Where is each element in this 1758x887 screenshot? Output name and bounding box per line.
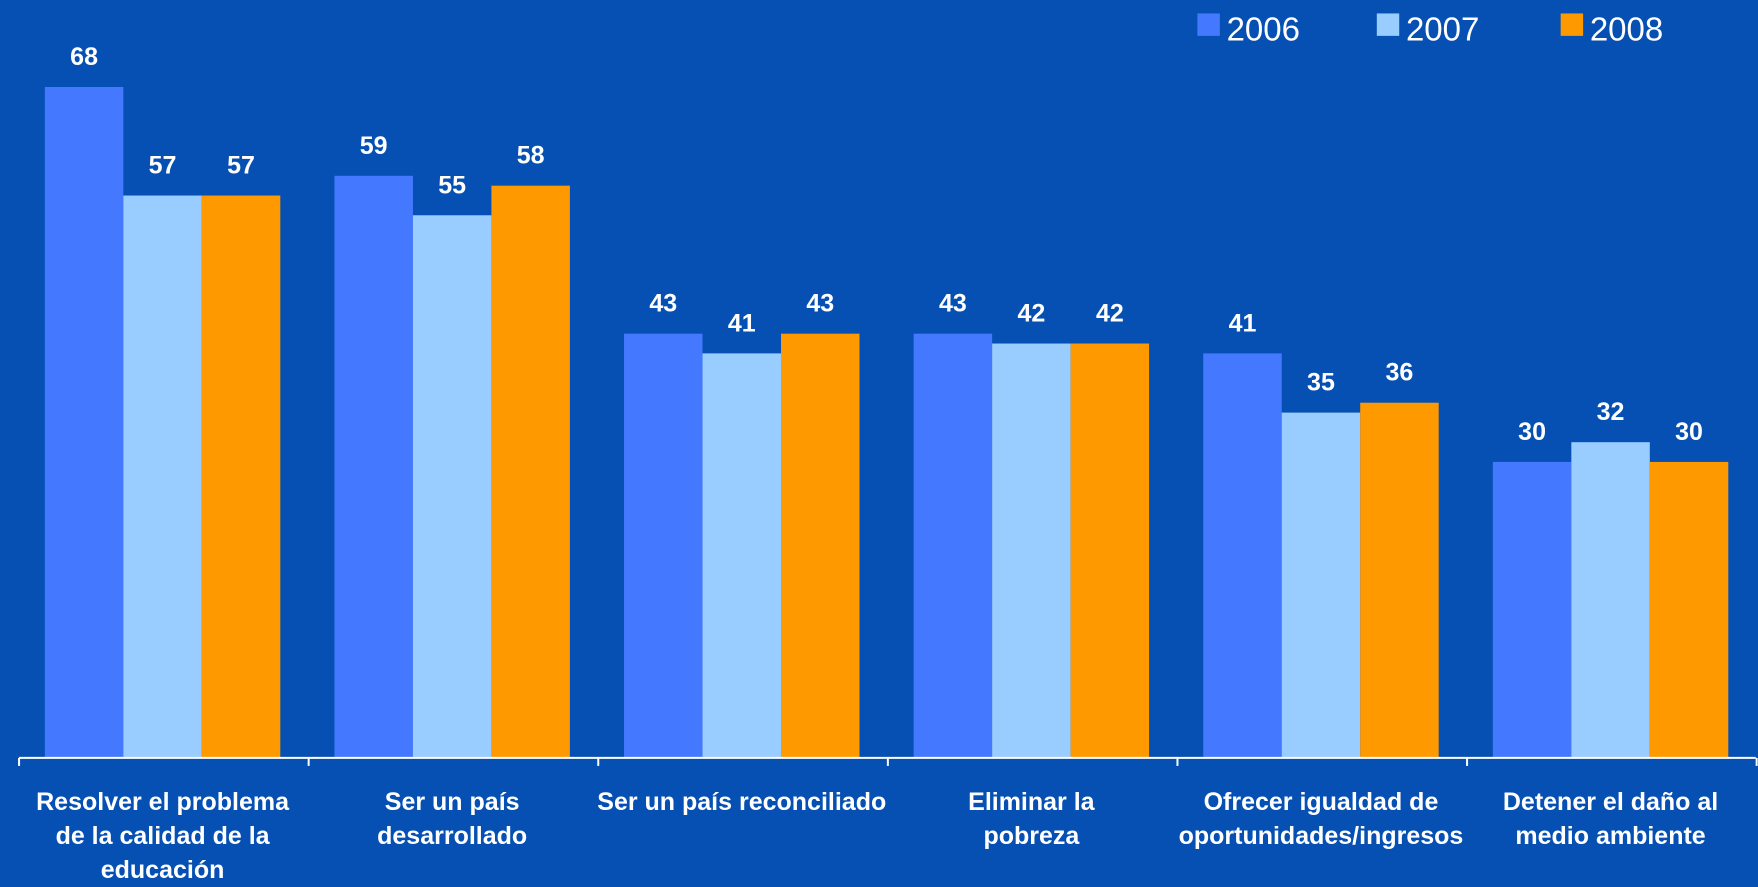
x-tick-label: Detener el daño al medio ambiente <box>1503 788 1718 850</box>
x-tick-label-line: Ser un país reconciliado <box>597 788 886 816</box>
value-label: 41 <box>728 309 756 337</box>
legend-swatch <box>1197 13 1220 36</box>
value-label: 57 <box>149 152 177 180</box>
bar <box>334 175 413 758</box>
x-tick-label: Ofrecer igualdad de oportunidades/ingreso… <box>1179 788 1464 850</box>
value-label: 59 <box>360 132 388 160</box>
x-tick-label-line: Resolver el problema <box>36 788 290 816</box>
value-label: 58 <box>517 142 545 170</box>
bar <box>1203 353 1282 758</box>
value-label: 55 <box>438 171 466 199</box>
value-label: 43 <box>806 290 834 318</box>
value-label: 43 <box>939 290 967 318</box>
bar <box>123 195 202 758</box>
x-tick-label-line: de la calidad de la <box>56 822 271 850</box>
bar <box>1571 442 1650 758</box>
x-tick-label-line: pobreza <box>983 822 1080 850</box>
x-tick-label: Ser un país reconciliado <box>597 788 886 816</box>
value-label: 57 <box>227 152 255 180</box>
value-label: 43 <box>649 290 677 318</box>
x-tick-label-line: Ser un país <box>385 788 520 816</box>
bar <box>412 215 492 758</box>
bar <box>1070 343 1150 758</box>
bar <box>1492 461 1572 758</box>
x-tick-label: Ser un país desarrollado <box>377 788 527 850</box>
bar <box>1649 461 1729 758</box>
bar <box>491 185 570 758</box>
x-tick-label-line: Ofrecer igualdad de <box>1204 788 1439 816</box>
value-label: 42 <box>1096 300 1124 328</box>
legend-swatch <box>1560 13 1584 36</box>
bar <box>1281 412 1361 758</box>
x-tick-label-line: Detener el daño al <box>1503 788 1718 816</box>
legend-label: 2006 <box>1227 10 1300 47</box>
x-tick-label-line: oportunidades/ingresos <box>1179 822 1464 850</box>
x-tick-label-line: desarrollado <box>377 822 527 850</box>
value-label: 32 <box>1597 398 1625 426</box>
value-label: 41 <box>1229 309 1257 337</box>
bar <box>781 333 860 758</box>
value-label: 36 <box>1386 359 1414 387</box>
legend-label: 2008 <box>1590 10 1663 47</box>
value-label: 30 <box>1675 418 1703 446</box>
bar <box>702 353 782 758</box>
bar <box>913 333 993 758</box>
legend-label: 2007 <box>1406 10 1479 47</box>
value-label: 42 <box>1017 300 1045 328</box>
x-tick-label: Eliminar la pobreza <box>968 788 1096 850</box>
legend-swatch <box>1376 13 1400 36</box>
bar <box>992 343 1071 758</box>
value-label: 68 <box>70 43 98 71</box>
bar <box>624 333 703 758</box>
x-tick-label-line: medio ambiente <box>1515 822 1705 850</box>
bar <box>201 195 281 758</box>
x-tick-label-line: Eliminar la <box>968 788 1096 816</box>
bar <box>44 87 124 758</box>
value-label: 30 <box>1518 418 1546 446</box>
value-label: 35 <box>1307 369 1335 397</box>
x-tick-label-line: educación <box>101 856 225 884</box>
bar <box>1360 402 1439 758</box>
x-tick-label: Resolver el problema de la calidad de la e… <box>36 788 290 884</box>
